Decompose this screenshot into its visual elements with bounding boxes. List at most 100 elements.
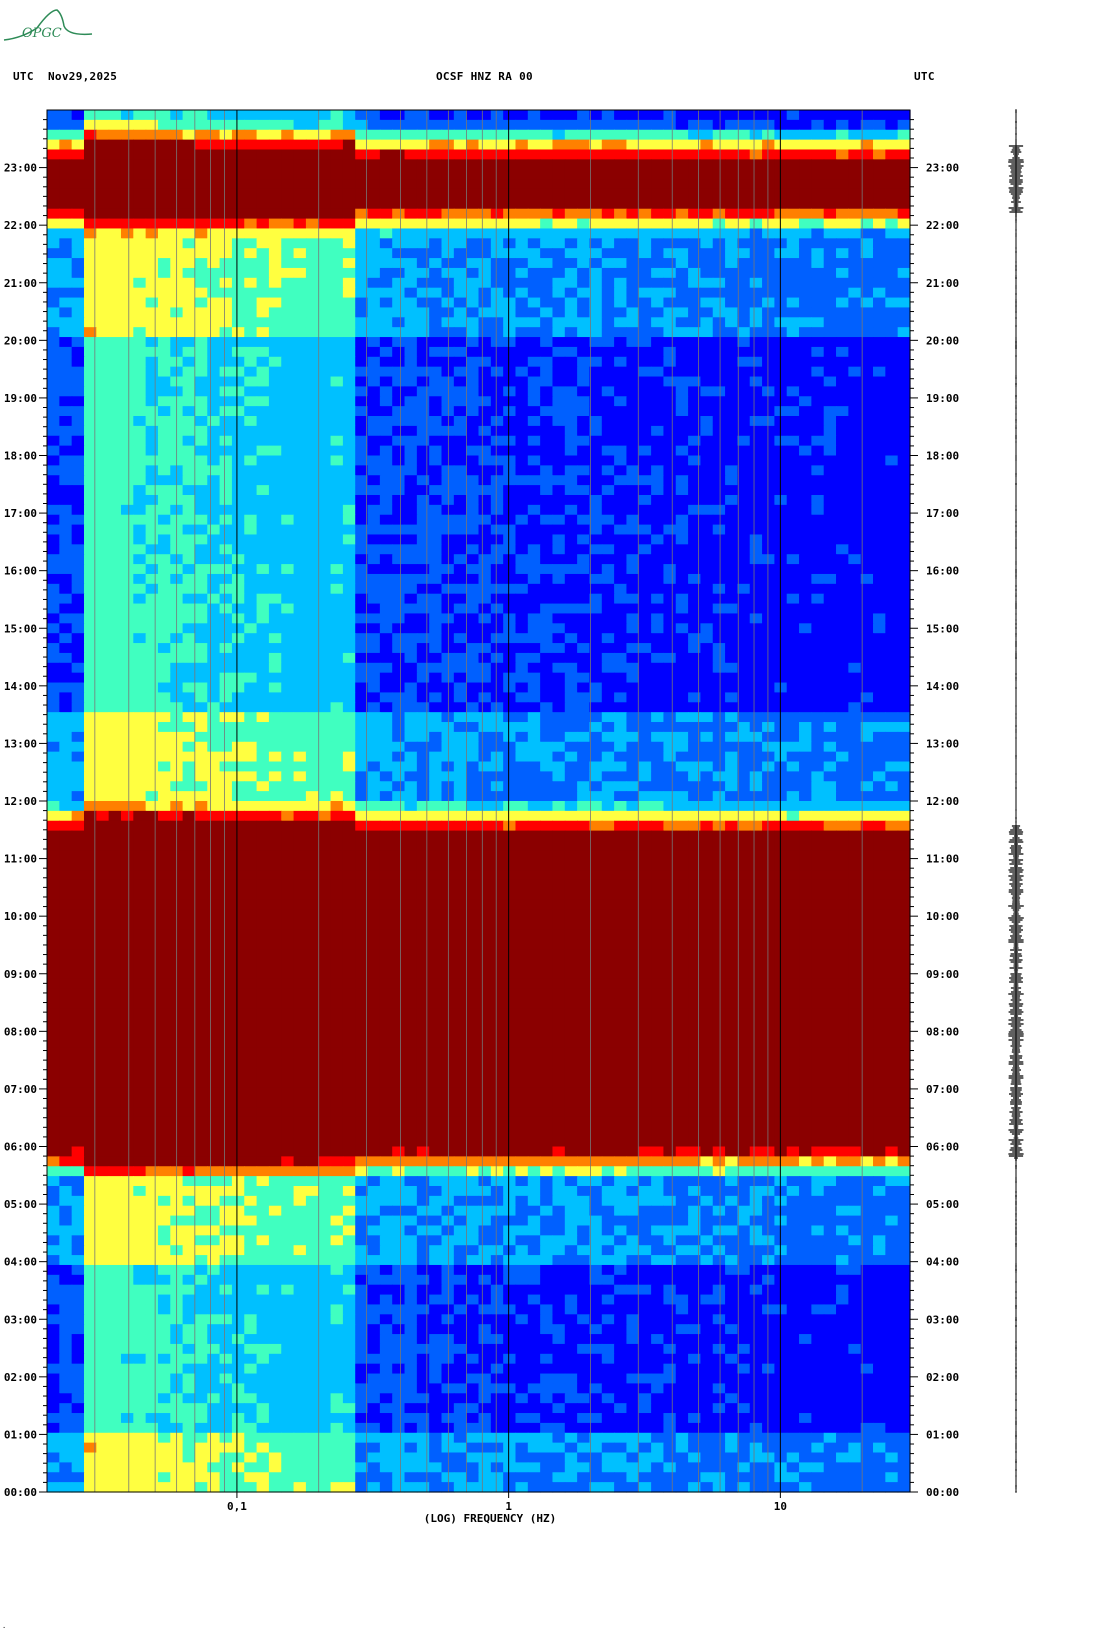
heatmap-cell <box>663 188 677 200</box>
heatmap-cell <box>601 455 615 466</box>
heatmap-cell <box>836 662 849 674</box>
heatmap-cell <box>268 583 282 595</box>
heatmap-cell <box>589 366 603 378</box>
heatmap-cell <box>182 149 196 160</box>
heatmap-cell <box>811 722 825 733</box>
heatmap-cell <box>675 119 689 131</box>
heatmap-cell <box>367 554 381 565</box>
heatmap-cell <box>466 198 480 210</box>
heatmap-cell <box>145 722 159 733</box>
heatmap-cell <box>305 228 319 239</box>
heatmap-cell <box>330 643 344 654</box>
heatmap-cell <box>244 682 258 694</box>
heatmap-cell <box>244 435 258 447</box>
heatmap-cell <box>157 554 171 565</box>
heatmap-cell <box>194 603 208 615</box>
heatmap-cell <box>577 406 591 417</box>
heatmap-cell <box>725 376 738 387</box>
heatmap-cell <box>836 248 849 259</box>
heatmap-cell <box>577 652 591 664</box>
heatmap-cell <box>799 208 812 220</box>
heatmap-cell <box>404 603 418 615</box>
heatmap-cell <box>786 376 800 387</box>
heatmap-cell <box>71 386 85 397</box>
heatmap-cell <box>527 485 541 496</box>
heatmap-cell <box>145 573 159 585</box>
heatmap-cell <box>836 188 849 200</box>
heatmap-cell <box>601 692 615 703</box>
heatmap-cell <box>552 475 566 486</box>
heatmap-cell <box>59 781 73 792</box>
heatmap-cell <box>552 731 566 743</box>
heatmap-cell <box>515 623 529 634</box>
heatmap-cell <box>256 544 270 555</box>
heatmap-cell <box>281 761 295 772</box>
heatmap-cell <box>614 119 628 131</box>
heatmap-cell <box>527 544 541 555</box>
heatmap-cell <box>108 465 122 476</box>
heatmap-cell <box>281 307 295 318</box>
heatmap-cell <box>392 188 406 200</box>
heatmap-cell <box>392 524 406 536</box>
heatmap-cell <box>231 702 245 713</box>
heatmap-cell <box>392 751 406 763</box>
heatmap-cell <box>540 672 554 684</box>
heatmap-cell <box>860 702 874 713</box>
heatmap-cell <box>145 327 159 338</box>
heatmap-cell <box>799 238 812 249</box>
heatmap-cell <box>96 376 110 387</box>
heatmap-cell <box>83 179 97 190</box>
heatmap-cell <box>416 435 430 447</box>
heatmap-cell <box>651 554 665 565</box>
heatmap-cell <box>712 643 726 654</box>
heatmap-cell <box>762 593 775 605</box>
heatmap-cell <box>515 169 529 180</box>
heatmap-cell <box>416 198 430 210</box>
heatmap-cell <box>712 119 726 131</box>
heatmap-cell <box>379 169 393 180</box>
heatmap-cell <box>515 682 529 694</box>
heatmap-cell <box>601 534 615 545</box>
heatmap-cell <box>811 386 825 397</box>
heatmap-cell <box>355 603 369 615</box>
heatmap-cell <box>601 573 615 585</box>
heatmap-cell <box>577 198 591 210</box>
heatmap-cell <box>268 337 282 348</box>
heatmap-cell <box>836 643 849 654</box>
heatmap-cell <box>490 169 504 180</box>
heatmap-cell <box>823 643 837 654</box>
heatmap-cell <box>873 514 886 526</box>
heatmap-cell <box>860 435 874 447</box>
heatmap-cell <box>540 416 554 427</box>
heatmap-cell <box>688 741 702 753</box>
heatmap-cell <box>577 494 591 506</box>
heatmap-cell <box>651 179 665 190</box>
heatmap-cell <box>712 277 726 289</box>
heatmap-cell <box>293 722 307 733</box>
heatmap-cell <box>762 198 775 210</box>
heatmap-cell <box>675 248 689 259</box>
heatmap-cell <box>355 514 369 526</box>
heatmap-cell <box>873 218 886 230</box>
heatmap-cell <box>811 139 825 151</box>
heatmap-cell <box>651 593 665 605</box>
heatmap-cell <box>379 198 393 210</box>
heatmap-cell <box>552 524 566 536</box>
heatmap-cell <box>478 139 492 151</box>
heatmap-cell <box>219 583 233 595</box>
heatmap-cell <box>762 208 775 220</box>
heatmap-cell <box>700 139 714 151</box>
heatmap-cell <box>108 307 122 318</box>
heatmap-cell <box>367 692 381 703</box>
heatmap-cell <box>83 573 97 585</box>
heatmap-cell <box>712 544 726 555</box>
heatmap-cell <box>83 583 97 595</box>
heatmap-cell <box>355 662 369 674</box>
heatmap-cell <box>663 682 677 694</box>
heatmap-cell <box>515 307 529 318</box>
heatmap-cell <box>811 564 825 575</box>
heatmap-cell <box>552 751 566 763</box>
heatmap-cell <box>157 593 171 605</box>
heatmap-cell <box>157 425 171 437</box>
heatmap-cell <box>478 425 492 437</box>
